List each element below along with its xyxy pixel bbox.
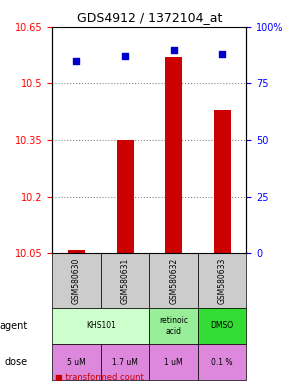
Bar [165, 57, 182, 253]
FancyBboxPatch shape [198, 308, 246, 344]
Text: 1.7 uM: 1.7 uM [112, 358, 138, 367]
FancyBboxPatch shape [101, 253, 149, 308]
Text: GSM580633: GSM580633 [218, 257, 227, 304]
FancyBboxPatch shape [149, 344, 198, 380]
FancyBboxPatch shape [52, 344, 101, 380]
Point [123, 53, 127, 60]
FancyBboxPatch shape [101, 344, 149, 380]
Bar [214, 110, 231, 253]
Text: GSM580632: GSM580632 [169, 257, 178, 304]
Bar [68, 250, 85, 253]
Point [74, 58, 79, 64]
Text: 0.1 %: 0.1 % [211, 358, 233, 367]
FancyBboxPatch shape [52, 253, 101, 308]
Text: ■ transformed count: ■ transformed count [55, 373, 144, 382]
Text: 5 uM: 5 uM [67, 358, 86, 367]
FancyBboxPatch shape [198, 253, 246, 308]
Text: KHS101: KHS101 [86, 321, 116, 330]
Title: GDS4912 / 1372104_at: GDS4912 / 1372104_at [77, 11, 222, 24]
Text: GSM580630: GSM580630 [72, 257, 81, 304]
FancyBboxPatch shape [149, 253, 198, 308]
Text: DMSO: DMSO [211, 321, 234, 330]
Text: GSM580631: GSM580631 [121, 257, 130, 304]
Text: dose: dose [5, 357, 28, 367]
Text: agent: agent [0, 321, 28, 331]
Point [220, 51, 224, 57]
Text: retinoic
acid: retinoic acid [159, 316, 188, 336]
Text: 1 uM: 1 uM [164, 358, 183, 367]
FancyBboxPatch shape [52, 308, 149, 344]
Bar [117, 140, 134, 253]
FancyBboxPatch shape [149, 308, 198, 344]
FancyBboxPatch shape [198, 344, 246, 380]
Point [171, 46, 176, 53]
